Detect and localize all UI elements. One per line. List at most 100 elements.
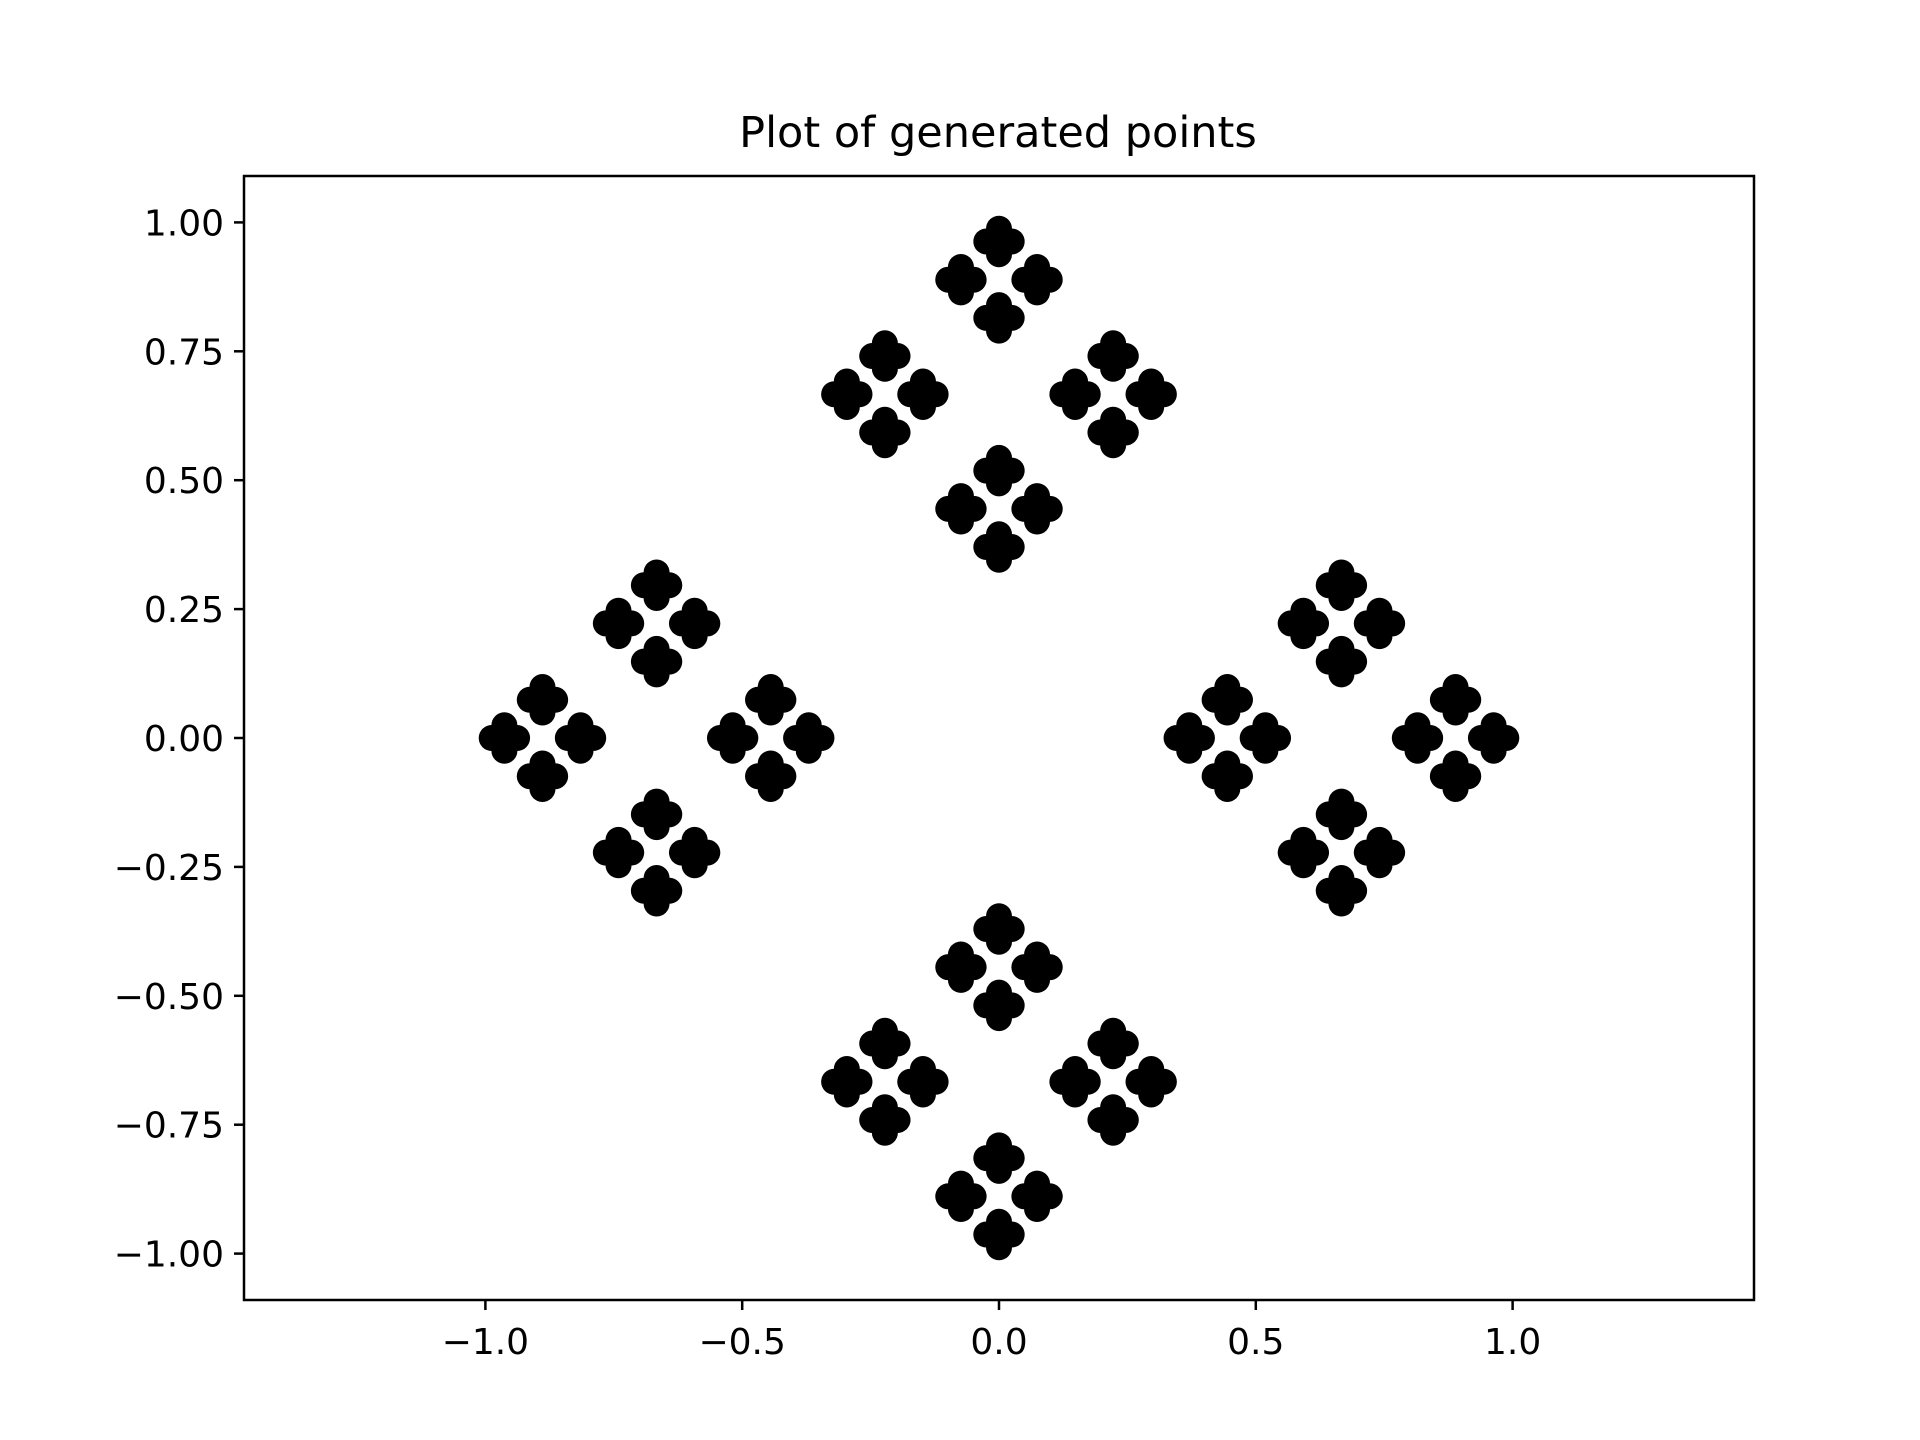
data-point: [1214, 775, 1241, 802]
data-point: [986, 903, 1012, 930]
y-tick-label: 0.00: [144, 719, 224, 760]
data-point: [1328, 865, 1355, 892]
data-point: [719, 737, 746, 764]
data-point: [1290, 623, 1317, 650]
data-point: [947, 966, 974, 993]
data-point: [643, 635, 670, 662]
data-point: [947, 941, 974, 968]
x-tick-label: −0.5: [698, 1322, 785, 1363]
data-point: [1024, 1170, 1051, 1197]
data-point: [833, 393, 860, 420]
data-point: [1328, 584, 1355, 611]
data-point: [947, 483, 974, 510]
data-point: [1290, 597, 1317, 624]
x-tick-label: 0.5: [1227, 1322, 1284, 1363]
data-point: [1328, 635, 1355, 662]
data-point: [1062, 1056, 1089, 1083]
data-point: [909, 1056, 936, 1083]
data-point: [605, 852, 632, 879]
data-point: [643, 814, 670, 841]
x-tick-label: −1.0: [442, 1322, 529, 1363]
data-point: [757, 674, 784, 701]
data-point: [1100, 1017, 1127, 1044]
data-point: [1024, 279, 1051, 306]
data-point: [947, 1196, 974, 1223]
data-point: [1214, 699, 1241, 726]
data-point: [1138, 393, 1165, 420]
y-tick-label: 0.50: [144, 461, 224, 502]
y-tick-label: −1.00: [114, 1235, 224, 1276]
data-point: [1138, 1081, 1165, 1108]
points-layer: [478, 215, 1520, 1261]
data-point: [1404, 737, 1431, 764]
data-point: [681, 826, 708, 853]
data-point: [567, 737, 594, 764]
data-point: [1214, 750, 1241, 777]
chart-title: Plot of generated points: [739, 108, 1257, 158]
data-point: [1366, 597, 1393, 624]
data-point: [986, 928, 1012, 955]
data-point: [605, 597, 632, 624]
data-point: [1404, 712, 1431, 739]
data-point: [491, 737, 518, 764]
y-tick-label: −0.25: [114, 848, 224, 889]
data-point: [1062, 1081, 1089, 1108]
data-point: [1214, 674, 1241, 701]
data-point: [909, 393, 936, 420]
data-point: [833, 368, 860, 395]
y-axis: 1.00 0.75 0.50 0.25 0.00 −0.25 −0.50 −0.75 −1.00: [114, 203, 244, 1276]
data-point: [567, 712, 594, 739]
data-point: [1138, 368, 1165, 395]
data-point: [909, 368, 936, 395]
data-point: [1328, 559, 1355, 586]
data-point: [643, 559, 670, 586]
data-point: [986, 292, 1012, 319]
y-tick-label: −0.75: [114, 1106, 224, 1147]
data-point: [1062, 393, 1089, 420]
data-point: [605, 826, 632, 853]
data-point: [1024, 253, 1051, 280]
y-tick-label: 0.75: [144, 332, 224, 373]
data-point: [1480, 712, 1507, 739]
data-point: [986, 979, 1012, 1006]
data-point: [1062, 368, 1089, 395]
data-point: [643, 788, 670, 815]
data-point: [947, 1170, 974, 1197]
y-tick-label: 0.25: [144, 590, 224, 631]
data-point: [871, 330, 898, 357]
data-point: [871, 1017, 898, 1044]
data-point: [757, 699, 784, 726]
data-point: [1328, 661, 1355, 688]
data-point: [986, 546, 1012, 573]
data-point: [986, 1132, 1012, 1159]
data-point: [1328, 890, 1355, 917]
data-point: [1176, 737, 1203, 764]
data-point: [871, 406, 898, 433]
data-point: [757, 775, 784, 802]
data-point: [529, 750, 556, 777]
data-point: [643, 865, 670, 892]
data-point: [1024, 508, 1051, 535]
x-tick-label: 0.0: [970, 1322, 1027, 1363]
data-point: [1024, 1196, 1051, 1223]
data-point: [1100, 1094, 1127, 1121]
data-point: [719, 712, 746, 739]
data-point: [986, 444, 1012, 471]
data-point: [681, 597, 708, 624]
data-point: [1442, 750, 1469, 777]
data-point: [643, 890, 670, 917]
data-point: [1024, 483, 1051, 510]
data-point: [986, 1157, 1012, 1184]
data-point: [643, 661, 670, 688]
data-point: [1366, 852, 1393, 879]
data-point: [947, 508, 974, 535]
data-point: [757, 750, 784, 777]
plot-frame: [242, 174, 1756, 1302]
data-point: [795, 737, 822, 764]
data-point: [1328, 788, 1355, 815]
data-point: [833, 1081, 860, 1108]
data-point: [1290, 826, 1317, 853]
data-point: [986, 1005, 1012, 1032]
data-point: [1138, 1056, 1165, 1083]
